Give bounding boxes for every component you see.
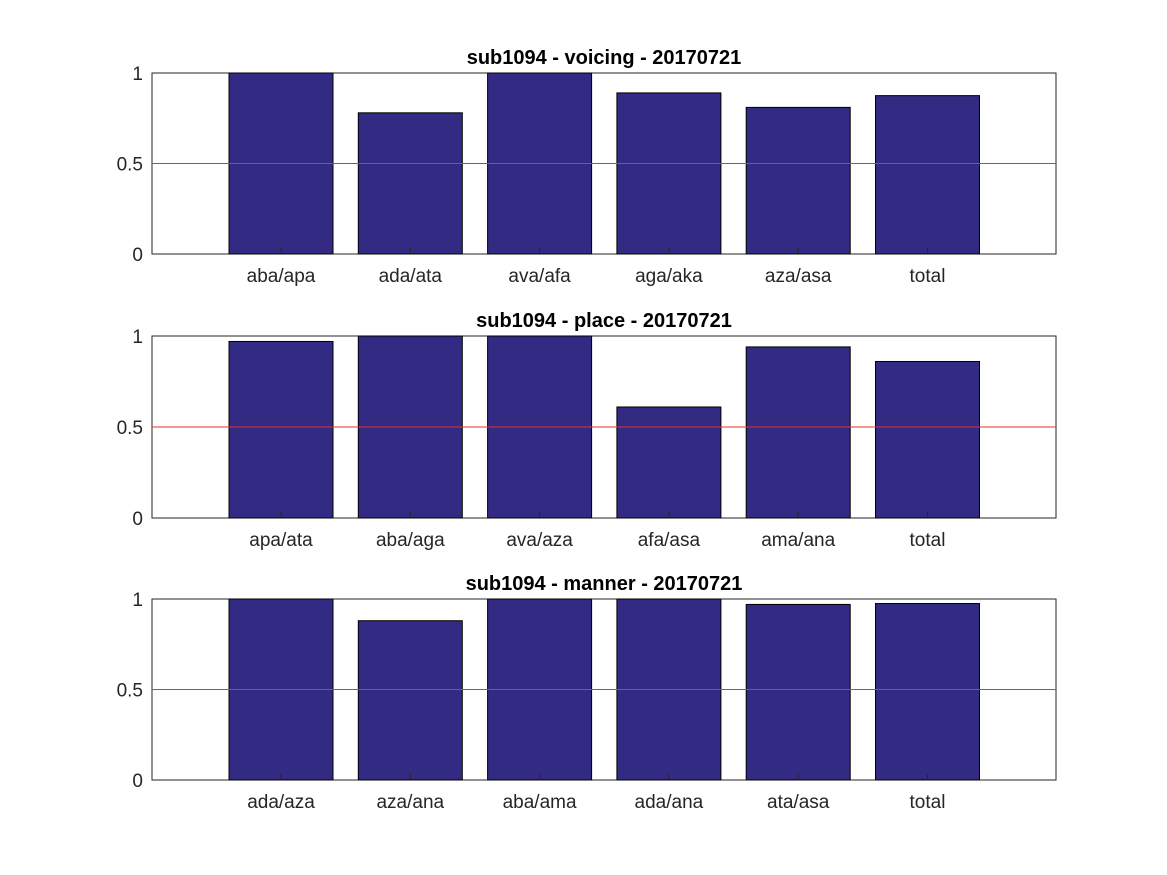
x-tick-label: aza/asa xyxy=(765,266,832,287)
chart-title: sub1094 - manner - 20170721 xyxy=(466,573,743,595)
y-tick-label: 0 xyxy=(132,771,143,792)
y-tick-label: 0 xyxy=(132,509,143,530)
y-tick-label: 0 xyxy=(132,245,143,266)
x-tick-label: ada/ata xyxy=(379,266,443,287)
bar-ada-ata xyxy=(357,112,463,255)
bar-ata-asa xyxy=(745,603,851,781)
x-tick-label: ava/aza xyxy=(506,530,573,551)
y-tick-label: 1 xyxy=(132,590,143,611)
x-tick-label: aza/ana xyxy=(376,792,444,813)
chart-title: sub1094 - place - 20170721 xyxy=(476,310,732,332)
bar-apa-ata xyxy=(228,340,334,519)
x-tick-label: ama/ana xyxy=(761,530,835,551)
x-tick-label: afa/asa xyxy=(638,530,701,551)
x-tick-label: ada/aza xyxy=(247,792,315,813)
bar-ama-ana xyxy=(745,346,851,519)
x-tick-label: aga/aka xyxy=(635,266,703,287)
y-tick-label: 0.5 xyxy=(117,681,143,702)
y-tick-label: 1 xyxy=(132,64,143,85)
bar-total xyxy=(875,95,980,255)
x-tick-label: aba/aga xyxy=(376,530,445,551)
x-tick-label: ata/asa xyxy=(767,792,830,813)
chart-title: sub1094 - voicing - 20170721 xyxy=(467,47,742,69)
y-tick-label: 0.5 xyxy=(117,155,143,176)
x-tick-label: ava/afa xyxy=(508,266,571,287)
bar-aza-ana xyxy=(357,620,463,781)
bar-total xyxy=(875,360,980,519)
x-tick-label: ada/ana xyxy=(635,792,704,813)
x-tick-label: total xyxy=(910,792,946,813)
x-tick-label: apa/ata xyxy=(249,530,313,551)
bar-aga-aka xyxy=(616,92,722,255)
x-tick-label: total xyxy=(910,266,946,287)
x-tick-label: total xyxy=(910,530,946,551)
bar-aza-asa xyxy=(745,106,851,255)
y-tick-label: 0.5 xyxy=(117,418,143,439)
x-tick-label: aba/ama xyxy=(503,792,577,813)
x-tick-label: aba/apa xyxy=(247,266,316,287)
bar-chart-panel-3: sub1094 - manner - 20170721 ada/aza aza/an… xyxy=(117,573,1057,813)
y-tick-label: 1 xyxy=(132,327,143,348)
bar-afa-asa xyxy=(616,406,722,519)
bar-total xyxy=(875,603,980,781)
bar-chart-panel-2: sub1094 - place - 20170721 apa/ata aba/aga… xyxy=(117,310,1057,551)
bar-chart-panel-1: sub1094 - voicing - 20170721 aba/apa ada/a… xyxy=(117,47,1057,287)
